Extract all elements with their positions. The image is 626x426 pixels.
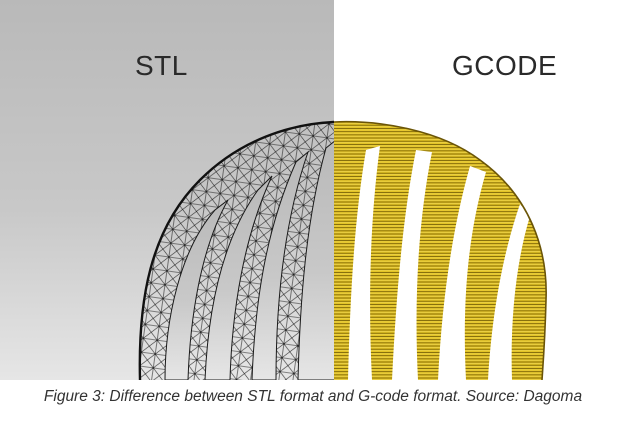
comparison-graphic (0, 0, 547, 380)
figure-caption: Figure 3: Difference between STL format … (43, 388, 583, 405)
gcode-label: GCODE (452, 50, 558, 81)
gcode-sliced-object (334, 120, 547, 380)
comparison-figure: STL GCODE (0, 0, 558, 380)
stl-label: STL (135, 50, 188, 81)
